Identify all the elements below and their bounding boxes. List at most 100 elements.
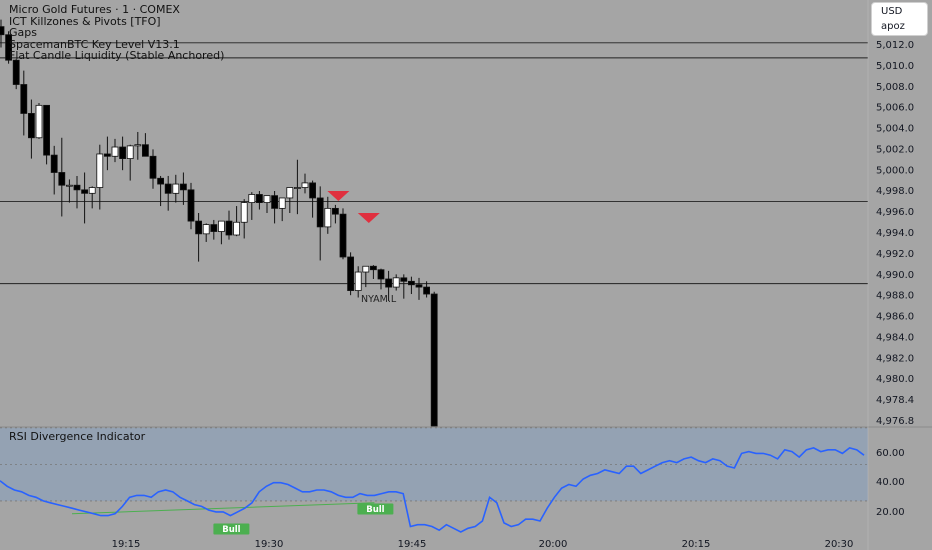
candle bbox=[88, 186, 96, 209]
candle-body bbox=[43, 104, 50, 156]
candle bbox=[392, 274, 400, 291]
candle bbox=[407, 276, 415, 295]
candle-body bbox=[225, 220, 233, 236]
rsi-panel-title[interactable]: RSI Divergence Indicator bbox=[9, 430, 146, 443]
indicator-flat-candle[interactable]: Flat Candle Liquidity (Stable Anchored) bbox=[9, 49, 225, 63]
candle bbox=[293, 159, 301, 215]
candle bbox=[377, 268, 385, 290]
candle-body bbox=[20, 84, 28, 114]
candle-body bbox=[111, 146, 119, 157]
price-axis-label: 4,980.0 bbox=[876, 374, 914, 385]
candle-body bbox=[35, 104, 43, 139]
candle bbox=[5, 31, 12, 64]
price-axis-label: 5,002.0 bbox=[876, 144, 914, 155]
candle-body bbox=[331, 207, 339, 215]
price-axis-label: 5,000.0 bbox=[876, 165, 914, 176]
candle bbox=[81, 172, 88, 224]
candle bbox=[96, 144, 104, 210]
time-axis-label: 19:30 bbox=[255, 539, 284, 550]
candle bbox=[415, 277, 423, 300]
candle-body bbox=[0, 26, 5, 36]
price-axis-label: 4,976.8 bbox=[876, 416, 914, 427]
candle bbox=[316, 186, 324, 261]
candle-body bbox=[339, 213, 347, 258]
time-axis-label: 20:15 bbox=[682, 539, 711, 550]
candle bbox=[141, 133, 149, 157]
candle-body bbox=[12, 59, 20, 85]
rsi-band bbox=[0, 427, 868, 501]
price-axis-label: 5,008.0 bbox=[876, 82, 914, 93]
candle-body bbox=[149, 155, 157, 179]
time-axis-label: 19:45 bbox=[398, 539, 427, 550]
candle-body bbox=[347, 256, 355, 291]
bull-divergence-badge: Bull bbox=[213, 523, 250, 535]
currency-label: USD bbox=[881, 6, 903, 17]
price-axis-label: 4,996.0 bbox=[876, 207, 914, 218]
candle-body bbox=[385, 278, 393, 288]
candle-body bbox=[301, 182, 309, 188]
price-axis-label: 5,004.0 bbox=[876, 124, 914, 135]
candle-body bbox=[271, 195, 279, 209]
candle bbox=[50, 145, 58, 195]
candle-body bbox=[73, 184, 81, 191]
candle-body bbox=[369, 265, 377, 271]
time-axis-label: 20:00 bbox=[539, 539, 568, 550]
candle-body bbox=[263, 195, 271, 203]
candle-body bbox=[309, 182, 317, 199]
indicator-spacemanbtc[interactable]: SpacemanBTC Key Level V13.1 bbox=[9, 37, 180, 51]
rsi-axis-label: 60.00 bbox=[876, 448, 905, 459]
bearish-signal-marker bbox=[327, 191, 350, 202]
candle-body bbox=[172, 183, 180, 194]
key-levels bbox=[0, 42, 868, 285]
candle bbox=[157, 175, 165, 207]
candle bbox=[0, 19, 5, 48]
candle bbox=[20, 70, 28, 136]
candle-body bbox=[255, 194, 263, 203]
price-axis-label: 4,988.0 bbox=[876, 291, 914, 302]
indicator-gaps[interactable]: Gaps bbox=[9, 26, 37, 40]
price-axis-label: 4,994.0 bbox=[876, 228, 914, 239]
price-axis-label: 4,986.0 bbox=[876, 312, 914, 323]
candle-body bbox=[81, 189, 88, 194]
candle-body bbox=[324, 207, 332, 228]
candle-body bbox=[400, 277, 408, 282]
candle bbox=[248, 192, 256, 220]
candle bbox=[225, 210, 233, 240]
candle-body bbox=[278, 197, 286, 209]
candle bbox=[362, 265, 370, 288]
candle bbox=[430, 291, 438, 427]
candle-body bbox=[88, 187, 96, 194]
candle bbox=[104, 136, 111, 171]
price-axis-label: 5,010.0 bbox=[876, 61, 914, 72]
candle bbox=[301, 173, 309, 194]
candle-body bbox=[202, 224, 210, 235]
chart-legend: Micro Gold Futures · 1 · COMEX ICT Killz… bbox=[9, 4, 224, 62]
candle bbox=[58, 137, 66, 217]
bearish-signal-marker bbox=[357, 213, 380, 223]
candle bbox=[271, 191, 279, 224]
candle bbox=[233, 206, 241, 237]
candle-body bbox=[392, 277, 400, 288]
symbol-title[interactable]: Micro Gold Futures · 1 · COMEX bbox=[9, 3, 180, 16]
candle bbox=[12, 59, 20, 90]
indicator-ict-killzones[interactable]: ICT Killzones & Pivots [TFO] bbox=[9, 14, 161, 28]
price-axis-label: 4,998.0 bbox=[876, 186, 914, 197]
price-axis-label: 5,006.0 bbox=[876, 103, 914, 114]
candle bbox=[369, 265, 377, 279]
currency-unit-selector[interactable]: USD apoz bbox=[871, 2, 928, 36]
candle bbox=[210, 219, 218, 240]
nyam-level-label: NYAM.L bbox=[361, 294, 397, 305]
price-axis-label: 5,012.0 bbox=[876, 40, 914, 51]
candle-body bbox=[126, 145, 134, 159]
candle bbox=[195, 213, 203, 262]
candle bbox=[217, 220, 225, 245]
rsi-axis-label: 20.00 bbox=[876, 507, 905, 518]
candle-body bbox=[293, 187, 301, 189]
candle bbox=[187, 182, 195, 230]
candle-body bbox=[134, 144, 142, 147]
candle bbox=[309, 180, 317, 218]
signal-markers: NYAM.L bbox=[327, 191, 397, 305]
candle-body bbox=[407, 280, 415, 286]
